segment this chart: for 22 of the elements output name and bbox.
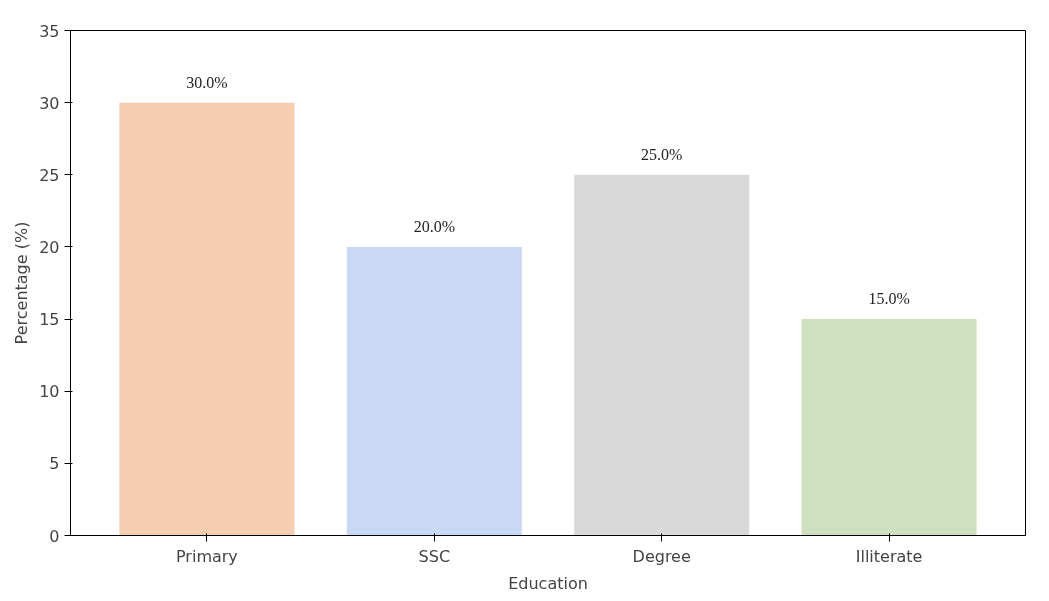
data-label: 15.0% [868, 290, 910, 308]
x-axis-title: Education [508, 573, 588, 593]
bar [119, 102, 295, 536]
y-tick-label: 25 [39, 165, 60, 185]
x-tick-label: Degree [632, 546, 691, 566]
data-label: 20.0% [413, 217, 455, 235]
y-tick-label: 35 [39, 21, 60, 41]
y-tick-label: 10 [39, 382, 60, 402]
y-tick-label: 5 [49, 454, 60, 474]
y-tick-label: 15 [39, 310, 60, 330]
bar [346, 246, 522, 536]
y-axis-title: Percentage (%) [12, 221, 32, 345]
x-tick-label: SSC [418, 546, 451, 566]
y-tick-label: 20 [39, 237, 60, 257]
y-tick-label: 0 [49, 526, 60, 546]
x-tick-label: Illiterate [855, 546, 923, 566]
bar [801, 319, 977, 536]
bar [574, 174, 750, 536]
data-label: 25.0% [641, 145, 683, 163]
y-tick-label: 30 [39, 93, 60, 113]
data-label: 30.0% [186, 73, 228, 91]
x-tick-label: Primary [176, 546, 238, 566]
